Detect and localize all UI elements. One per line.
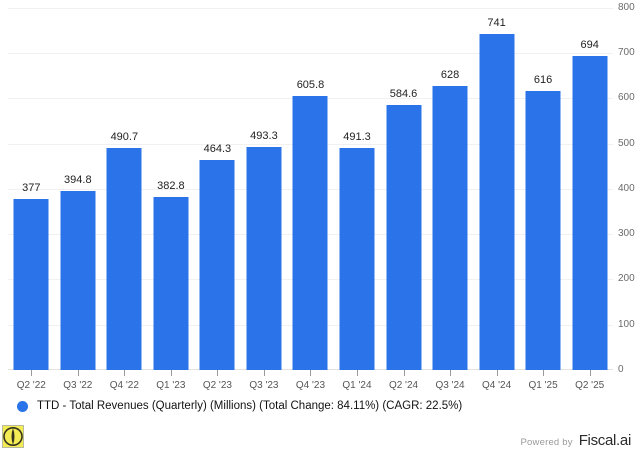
x-axis-tick-label: Q2 '22	[16, 380, 46, 391]
bar-column: 493.3 Q3 '23	[241, 0, 288, 394]
x-axis-tick	[263, 370, 265, 376]
bar-value-label: 584.6	[389, 88, 418, 101]
y-axis-tick-label: 500	[618, 137, 635, 149]
x-axis-tick-label: Q2 '24	[388, 380, 419, 391]
x-axis-tick-label: Q3 '23	[249, 380, 279, 391]
bar-value-label: 491.3	[343, 130, 371, 143]
x-axis-tick	[543, 370, 545, 376]
revenue-bar[interactable]	[153, 196, 189, 370]
revenue-bar[interactable]	[479, 34, 515, 370]
gridline	[8, 7, 613, 9]
y-axis-tick-label: 700	[618, 46, 635, 58]
watermark-eye-icon	[2, 425, 24, 448]
x-axis-tick	[589, 370, 591, 376]
x-axis-tick	[170, 370, 172, 376]
y-axis-tick-label: 100	[618, 318, 635, 330]
bar-column: 464.3 Q2 '23	[194, 0, 241, 394]
bar-value-label: 741	[487, 17, 506, 30]
bar-column: 491.3 Q1 '24	[334, 0, 381, 394]
legend-marker-icon	[17, 401, 28, 412]
bar-column: 694 Q2 '25	[566, 0, 613, 394]
bar-column: 382.8 Q1 '23	[148, 0, 195, 394]
revenue-bar[interactable]	[246, 146, 282, 370]
bar-value-label: 382.8	[157, 179, 185, 192]
x-axis-tick	[450, 370, 452, 376]
y-axis-tick-label: 0	[618, 364, 624, 375]
revenue-bar[interactable]	[199, 159, 235, 370]
x-axis-tick-label: Q1 '24	[342, 380, 372, 391]
revenue-bar[interactable]	[386, 105, 422, 370]
bar-value-label: 464.3	[203, 142, 232, 155]
revenue-bar[interactable]	[339, 147, 375, 370]
bar-value-label: 490.7	[110, 130, 139, 143]
powered-by-label: Powered by	[520, 437, 573, 448]
x-axis-tick	[31, 370, 33, 376]
x-axis-tick-label: Q1 '23	[156, 380, 186, 391]
x-axis-tick-label: Q2 '23	[202, 380, 232, 391]
x-axis-tick	[124, 370, 126, 376]
x-axis-tick	[496, 370, 498, 376]
bar-value-label: 493.3	[250, 129, 278, 142]
bar-columns: 377 Q2 '22 394.8 Q3 '22 490.7 Q4 '22 382.8 Q1 '…	[8, 0, 613, 394]
y-axis-tick-label: 600	[618, 92, 635, 104]
bar-column: 605.8 Q4 '23	[287, 0, 334, 394]
legend-label: TTD - Total Revenues (Quarterly) (Millio…	[37, 400, 463, 412]
bar-column: 394.8 Q3 '22	[55, 0, 102, 394]
fiscal-ai-logo: Fiscal.ai	[578, 432, 632, 449]
x-axis-tick	[77, 370, 79, 376]
bar-column: 377 Q2 '22	[8, 0, 55, 394]
revenue-bar[interactable]	[432, 85, 468, 370]
x-axis-tick-label: Q3 '22	[63, 380, 93, 391]
bar-value-label: 616	[533, 74, 553, 87]
legend-item[interactable]: TTD - Total Revenues (Quarterly) (Millio…	[17, 399, 462, 414]
y-axis-tick-label: 400	[618, 182, 635, 194]
x-axis-tick	[403, 370, 405, 376]
powered-by-fiscal-link[interactable]: Powered by Fiscal.ai	[520, 432, 632, 449]
y-axis-tick-label: 200	[618, 273, 635, 285]
bar-column: 741 Q4 '24	[473, 0, 520, 394]
revenue-bar[interactable]	[13, 199, 49, 370]
bar-column: 628 Q3 '24	[427, 0, 474, 394]
x-axis-tick	[356, 370, 358, 376]
y-axis-tick-label: 800	[618, 1, 635, 13]
bar-value-label: 377	[22, 182, 41, 195]
bar-value-label: 628	[440, 68, 460, 81]
x-axis-tick-label: Q4 '23	[295, 380, 326, 391]
y-axis-tick-label: 300	[618, 228, 635, 240]
bar-value-label: 394.8	[64, 174, 92, 187]
revenue-bar[interactable]	[525, 91, 561, 370]
x-axis-tick-label: Q3 '24	[435, 380, 465, 391]
bar-column: 584.6 Q2 '24	[380, 0, 427, 394]
bar-column: 616 Q1 '25	[520, 0, 567, 394]
y-axis-right: 0 100 200 300 400 500 600 700 800	[618, 0, 640, 394]
plot-area: 377 Q2 '22 394.8 Q3 '22 490.7 Q4 '22 382.8 Q1 '…	[8, 0, 613, 394]
x-axis-tick	[217, 370, 219, 376]
revenue-bar[interactable]	[106, 147, 142, 370]
revenue-bar[interactable]	[572, 55, 608, 370]
bar-value-label: 605.8	[296, 78, 325, 91]
revenue-bar[interactable]	[292, 95, 328, 370]
x-axis-tick-label: Q2 '25	[575, 380, 605, 391]
bar-value-label: 694	[580, 38, 599, 51]
x-axis-tick	[310, 370, 312, 376]
bar-column: 490.7 Q4 '22	[101, 0, 148, 394]
x-axis-tick-label: Q1 '25	[528, 380, 558, 391]
x-axis-tick-label: Q4 '24	[482, 380, 512, 391]
gridline	[8, 52, 613, 54]
revenue-bar[interactable]	[60, 191, 96, 370]
x-axis-tick-label: Q4 '22	[109, 380, 139, 391]
